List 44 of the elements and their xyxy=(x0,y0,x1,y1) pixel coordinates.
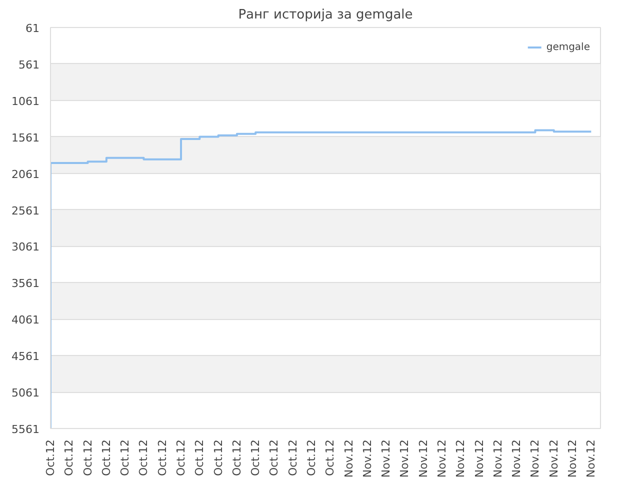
x-tick-label: Oct.12 xyxy=(268,439,281,476)
y-tick-label: 5561 xyxy=(12,423,40,436)
x-tick-label: Oct.12 xyxy=(100,439,113,476)
x-tick-label: Nov.12 xyxy=(454,440,468,478)
x-tick-label: Nov.12 xyxy=(547,440,560,478)
x-tick-label: Nov.12 xyxy=(584,440,598,478)
y-tick-label: 3061 xyxy=(12,240,40,254)
x-tick-label: Nov.12 xyxy=(342,440,356,478)
x-tick-label: Nov.12 xyxy=(436,440,449,478)
x-tick-label: Oct.12 xyxy=(156,439,169,476)
y-tick-label: 561 xyxy=(18,58,40,72)
x-tick-label: Oct.12 xyxy=(324,439,337,476)
x-tick-label: Nov.12 xyxy=(398,440,412,478)
y-tick-label: 4561 xyxy=(12,350,40,364)
x-tick-label: Oct.12 xyxy=(81,439,94,476)
chart-title: Ранг историја за gemgale xyxy=(238,8,413,22)
legend-label: gemgale xyxy=(546,42,590,52)
x-tick-label: Nov.12 xyxy=(380,440,393,478)
x-tick-label: Nov.12 xyxy=(360,440,374,478)
x-tick-label: Oct.12 xyxy=(286,439,300,476)
x-tick-label: Nov.12 xyxy=(566,440,580,478)
x-tick-label: Oct.12 xyxy=(249,439,262,476)
x-tick-label: Oct.12 xyxy=(212,439,225,476)
x-tick-label: Oct.12 xyxy=(193,439,206,476)
x-tick-label: Oct.12 xyxy=(174,439,188,476)
x-tick-label: Oct.12 xyxy=(305,439,318,476)
y-tick-label: 61 xyxy=(26,22,40,35)
y-tick-label: 4061 xyxy=(12,314,40,327)
x-tick-label: Nov.12 xyxy=(491,440,504,478)
y-tick-label: 3561 xyxy=(12,277,40,290)
x-tick-label: Nov.12 xyxy=(510,440,524,478)
x-tick-label: Oct.12 xyxy=(118,439,132,476)
y-tick-label: 2561 xyxy=(12,204,40,218)
x-tick-label: Oct.12 xyxy=(44,439,57,476)
y-tick-label: 1061 xyxy=(12,94,40,108)
x-tick-label: Oct.12 xyxy=(230,439,244,476)
y-tick-label: 5061 xyxy=(12,386,40,400)
x-tick-label: Oct.12 xyxy=(137,439,150,476)
x-tick-label: Oct.12 xyxy=(62,439,76,476)
x-tick-label: Nov.12 xyxy=(472,440,486,478)
x-tick-label: Nov.12 xyxy=(528,440,542,478)
y-tick-label: 2061 xyxy=(12,168,40,181)
y-tick-label: 1561 xyxy=(12,131,40,144)
x-tick-label: Nov.12 xyxy=(416,440,430,478)
